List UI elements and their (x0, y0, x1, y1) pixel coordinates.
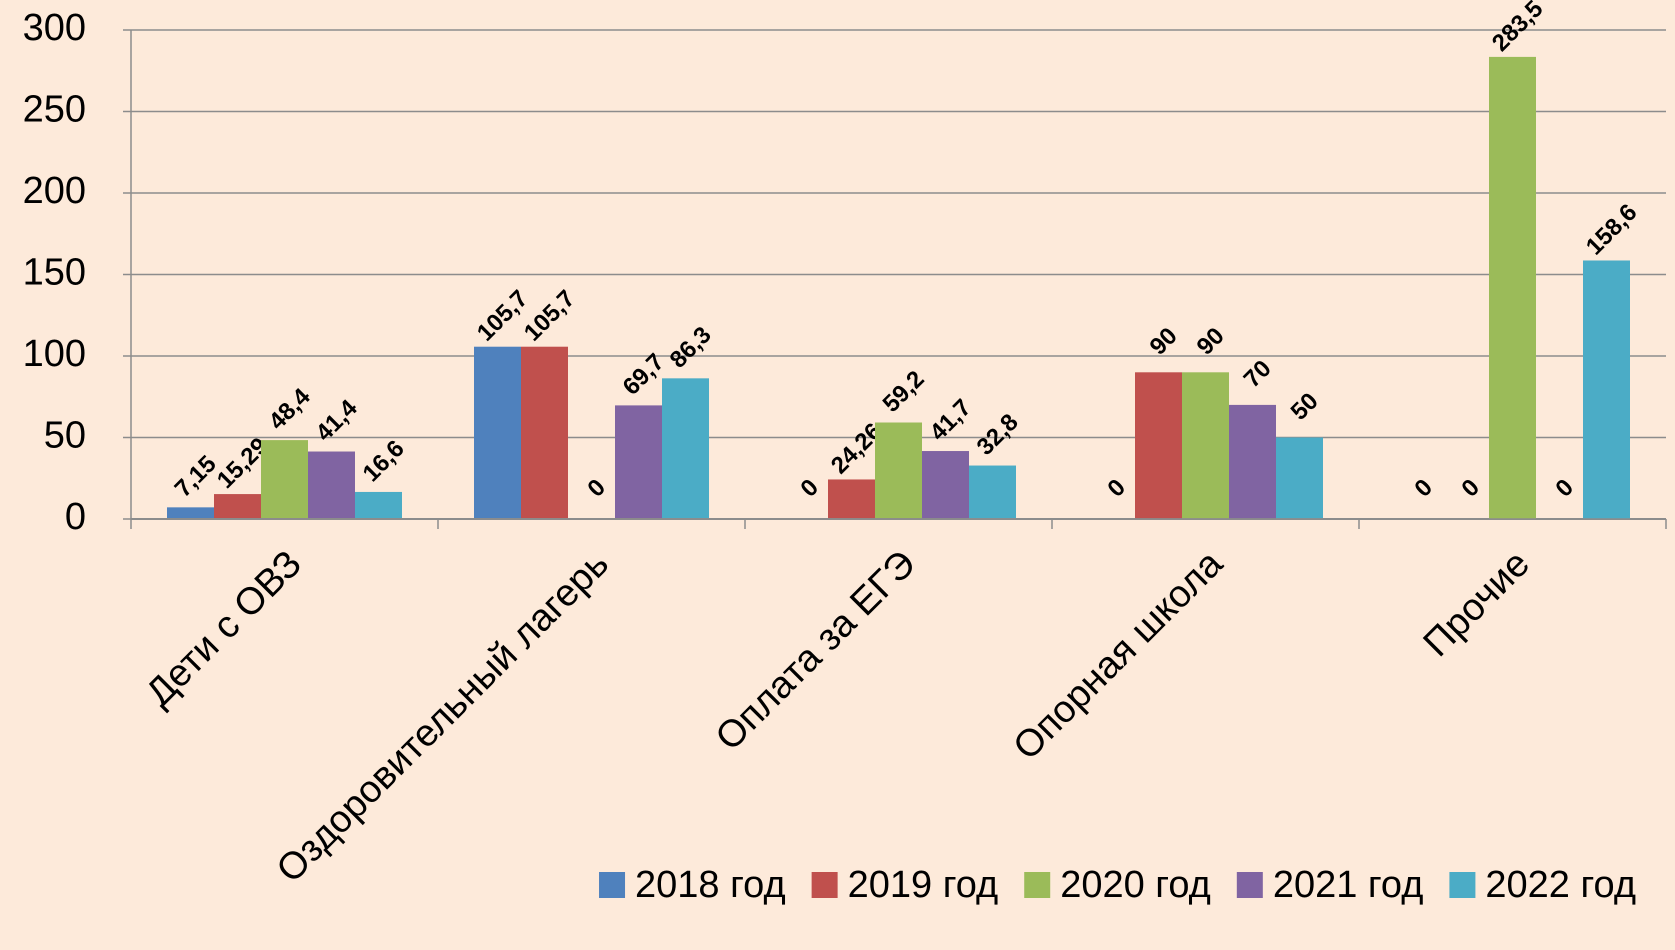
data-label: 0 (1409, 474, 1438, 503)
legend-label: 2019 год (848, 864, 999, 906)
y-tick-label: 150 (23, 252, 86, 294)
legend-label: 2021 год (1273, 864, 1424, 906)
legend-swatch (599, 872, 626, 898)
legend-swatch (1449, 872, 1476, 898)
bar (261, 440, 308, 519)
data-label: 41,4 (311, 394, 364, 447)
data-label: 0 (795, 474, 824, 503)
data-label: 0 (582, 474, 611, 503)
data-label: 41,7 (925, 394, 977, 446)
bar (1182, 372, 1229, 519)
bar (828, 479, 875, 519)
bar (1135, 372, 1182, 519)
data-label: 105,7 (472, 285, 534, 347)
bar (1489, 56, 1536, 520)
y-tick-label: 0 (65, 496, 86, 538)
bar (521, 346, 568, 519)
legend-label: 2020 год (1060, 864, 1211, 906)
x-tick-label: Опорная школа (1006, 542, 1232, 768)
bar (214, 494, 261, 519)
data-label: 86,3 (665, 321, 717, 373)
bar (969, 465, 1016, 519)
y-tick-label: 300 (23, 7, 86, 49)
y-tick-label: 200 (23, 170, 86, 212)
bar (662, 378, 709, 519)
bar (1229, 404, 1276, 519)
data-label: 59,2 (878, 366, 930, 418)
data-label: 0 (1456, 474, 1485, 503)
data-label: 70 (1239, 355, 1277, 393)
x-tick-label: Оплата за ЕГЭ (708, 543, 924, 759)
x-tick-label: Прочие (1416, 543, 1538, 665)
legend: 2018 год 2019 год 2020 год 2021 год 2022 год (599, 864, 1636, 906)
data-label: 0 (1550, 474, 1579, 503)
legend-label: 2018 год (635, 864, 786, 906)
legend-swatch (1236, 872, 1263, 898)
bar (308, 451, 355, 519)
bar (167, 507, 214, 519)
legend-swatch (811, 872, 838, 898)
y-tick-label: 100 (23, 333, 86, 375)
data-label: 90 (1145, 322, 1183, 360)
data-label: 90 (1192, 322, 1230, 360)
x-tick-label: Оздоровительный лагерь (269, 543, 617, 891)
bar (1583, 260, 1630, 519)
data-label: 158,6 (1581, 199, 1643, 261)
bar (922, 451, 969, 519)
bar (474, 346, 521, 519)
y-tick-label: 250 (23, 89, 86, 131)
data-label: 0 (1102, 474, 1131, 503)
data-label: 32,8 (972, 409, 1024, 461)
legend-swatch (1024, 872, 1051, 898)
bar (875, 422, 922, 519)
data-label: 16,6 (358, 435, 410, 487)
bar (1276, 437, 1323, 519)
bar (615, 405, 662, 519)
data-label: 283,5 (1487, 0, 1549, 57)
legend-label: 2022 год (1485, 864, 1636, 906)
bar (355, 491, 402, 519)
y-tick-label: 50 (44, 415, 86, 457)
data-label: 48,4 (264, 383, 317, 436)
x-tick-label: Дети с ОВЗ (138, 543, 310, 715)
data-label: 105,7 (519, 285, 581, 347)
data-label: 50 (1286, 388, 1324, 426)
